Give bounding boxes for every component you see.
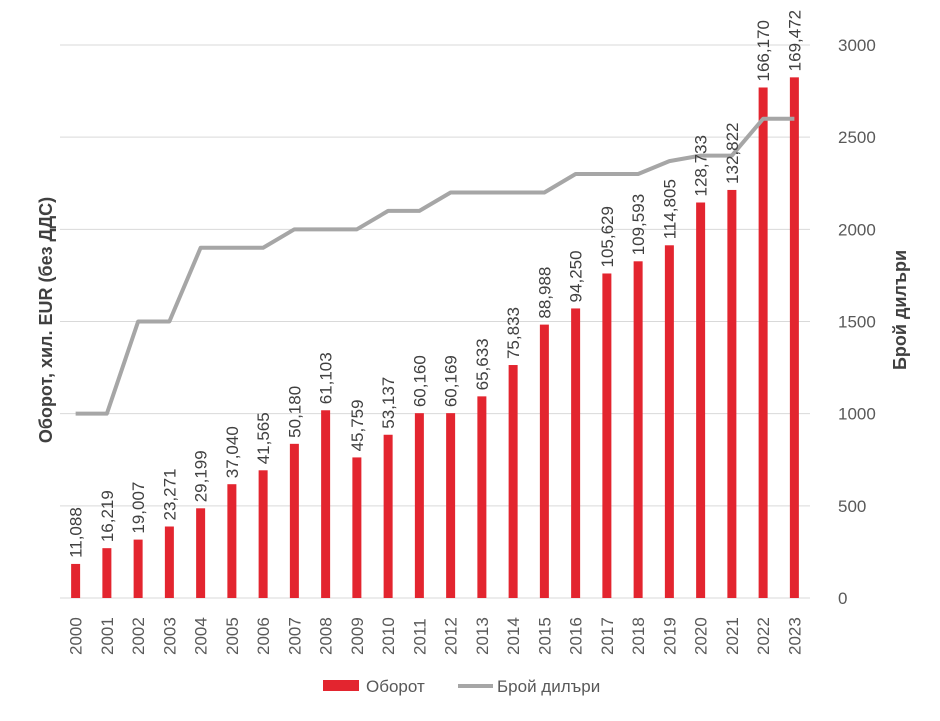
x-axis-tick-label: 2011: [410, 618, 429, 655]
left-axis-title: Оборот, хил. EUR (без ДДС): [36, 197, 56, 443]
x-axis-tick-label: 2016: [567, 617, 586, 655]
bar-data-label: 94,250: [567, 250, 586, 302]
bar: [258, 470, 268, 598]
right-axis-tick-label: 2500: [838, 128, 876, 147]
x-axis-tick-label: 2020: [692, 617, 711, 655]
x-axis-tick-label: 2015: [535, 617, 554, 655]
x-axis-tick-label: 2012: [442, 617, 461, 655]
x-axis-tick-label: 2018: [629, 617, 648, 655]
bar-data-label: 50,180: [285, 386, 304, 438]
bar: [539, 324, 549, 598]
bar-data-label: 11,088: [67, 507, 86, 558]
bar-data-label: 45,759: [348, 399, 367, 451]
bar-data-label: 169,472: [785, 10, 804, 71]
x-axis-tick-label: 2003: [160, 617, 179, 655]
bar-data-label: 65,633: [473, 338, 492, 390]
x-axis-tick-label: 2010: [379, 617, 398, 655]
bar: [508, 365, 518, 598]
bar: [71, 563, 81, 598]
bar-data-labels: 11,088 16,219 19,007 23,271 29,199 37,040 41,5…: [67, 10, 805, 558]
x-axis-tick-label: 2021: [723, 617, 742, 655]
bar: [414, 413, 424, 598]
bar: [133, 539, 143, 598]
bar: [383, 434, 393, 598]
bar: [102, 548, 112, 598]
bar: [196, 508, 206, 598]
x-axis-tick-label: 2001: [98, 617, 117, 655]
legend-label-dealers: Брой дилъри: [497, 677, 600, 696]
legend: Оборот Брой дилъри: [323, 677, 600, 696]
bar: [446, 413, 456, 598]
dealers-line: [75, 116, 795, 416]
x-axis-tick-label: 2023: [785, 617, 804, 655]
bar-data-label: 29,199: [192, 450, 211, 502]
right-axis-tick-label: 1000: [838, 405, 876, 424]
bar-series: [71, 77, 799, 599]
bar: [227, 484, 237, 598]
x-axis-ticks: 2000 2001 2002 2003 2004 2005 2006 2007 2008 2009…: [67, 617, 805, 655]
bar-data-label: 109,593: [629, 194, 648, 255]
x-axis-tick-label: 2019: [660, 617, 679, 655]
bar: [602, 273, 612, 598]
right-axis-tick-label: 0: [838, 589, 847, 608]
bar: [321, 410, 331, 598]
bar: [352, 457, 362, 598]
bar-data-label: 114,805: [660, 179, 679, 239]
bar: [289, 443, 299, 598]
x-axis-tick-label: 2022: [754, 617, 773, 655]
bar-data-label: 60,169: [442, 355, 461, 407]
legend-swatch-turnover: [323, 680, 359, 691]
x-axis-tick-label: 2009: [348, 617, 367, 655]
right-axis-ticks: 0 500 1000 1500 2000 2500 3000: [838, 36, 876, 608]
right-axis-tick-label: 3000: [838, 36, 876, 55]
bar-data-label: 128,733: [692, 135, 711, 196]
x-axis-tick-label: 2008: [317, 617, 336, 655]
bar: [164, 526, 174, 598]
bar-data-label: 53,137: [379, 377, 398, 429]
bar: [571, 308, 581, 598]
bar-data-label: 16,219: [98, 490, 117, 542]
x-axis-tick-label: 2002: [129, 617, 148, 655]
x-axis-tick-label: 2017: [598, 617, 617, 655]
bar-data-label: 105,629: [598, 206, 617, 267]
bar-data-label: 88,988: [535, 267, 554, 319]
x-axis-tick-label: 2004: [192, 617, 211, 655]
bar: [477, 396, 487, 598]
bar-data-label: 60,160: [410, 355, 429, 407]
right-axis-title: Брой дилъри: [890, 250, 910, 370]
right-axis-tick-label: 1500: [838, 313, 876, 332]
bar: [664, 245, 674, 599]
bar: [789, 77, 799, 598]
x-axis-tick-label: 2007: [285, 617, 304, 655]
grid-lines: [60, 44, 810, 599]
right-axis-tick-label: 2000: [838, 220, 876, 239]
x-axis-tick-label: 2006: [254, 617, 273, 655]
bar: [727, 189, 737, 599]
line-series: [75, 116, 795, 416]
right-axis-tick-label: 500: [838, 497, 866, 516]
bar-data-label: 37,040: [223, 426, 242, 478]
bar-data-label: 132,822: [723, 122, 742, 183]
x-axis-tick-label: 2013: [473, 617, 492, 655]
x-axis-tick-label: 2014: [504, 617, 523, 655]
bar-data-label: 19,007: [129, 482, 148, 534]
bar: [633, 261, 643, 598]
x-axis-tick-label: 2005: [223, 617, 242, 655]
bar-data-label: 75,833: [504, 307, 523, 359]
bar: [758, 87, 768, 598]
bar-data-label: 23,271: [160, 469, 179, 521]
bar-data-label: 41,565: [254, 412, 273, 464]
x-axis-tick-label: 2000: [67, 617, 86, 655]
legend-label-turnover: Оборот: [366, 677, 425, 696]
bar-data-label: 166,170: [754, 20, 773, 81]
bar: [696, 202, 706, 599]
bar-data-label: 61,103: [317, 352, 336, 404]
